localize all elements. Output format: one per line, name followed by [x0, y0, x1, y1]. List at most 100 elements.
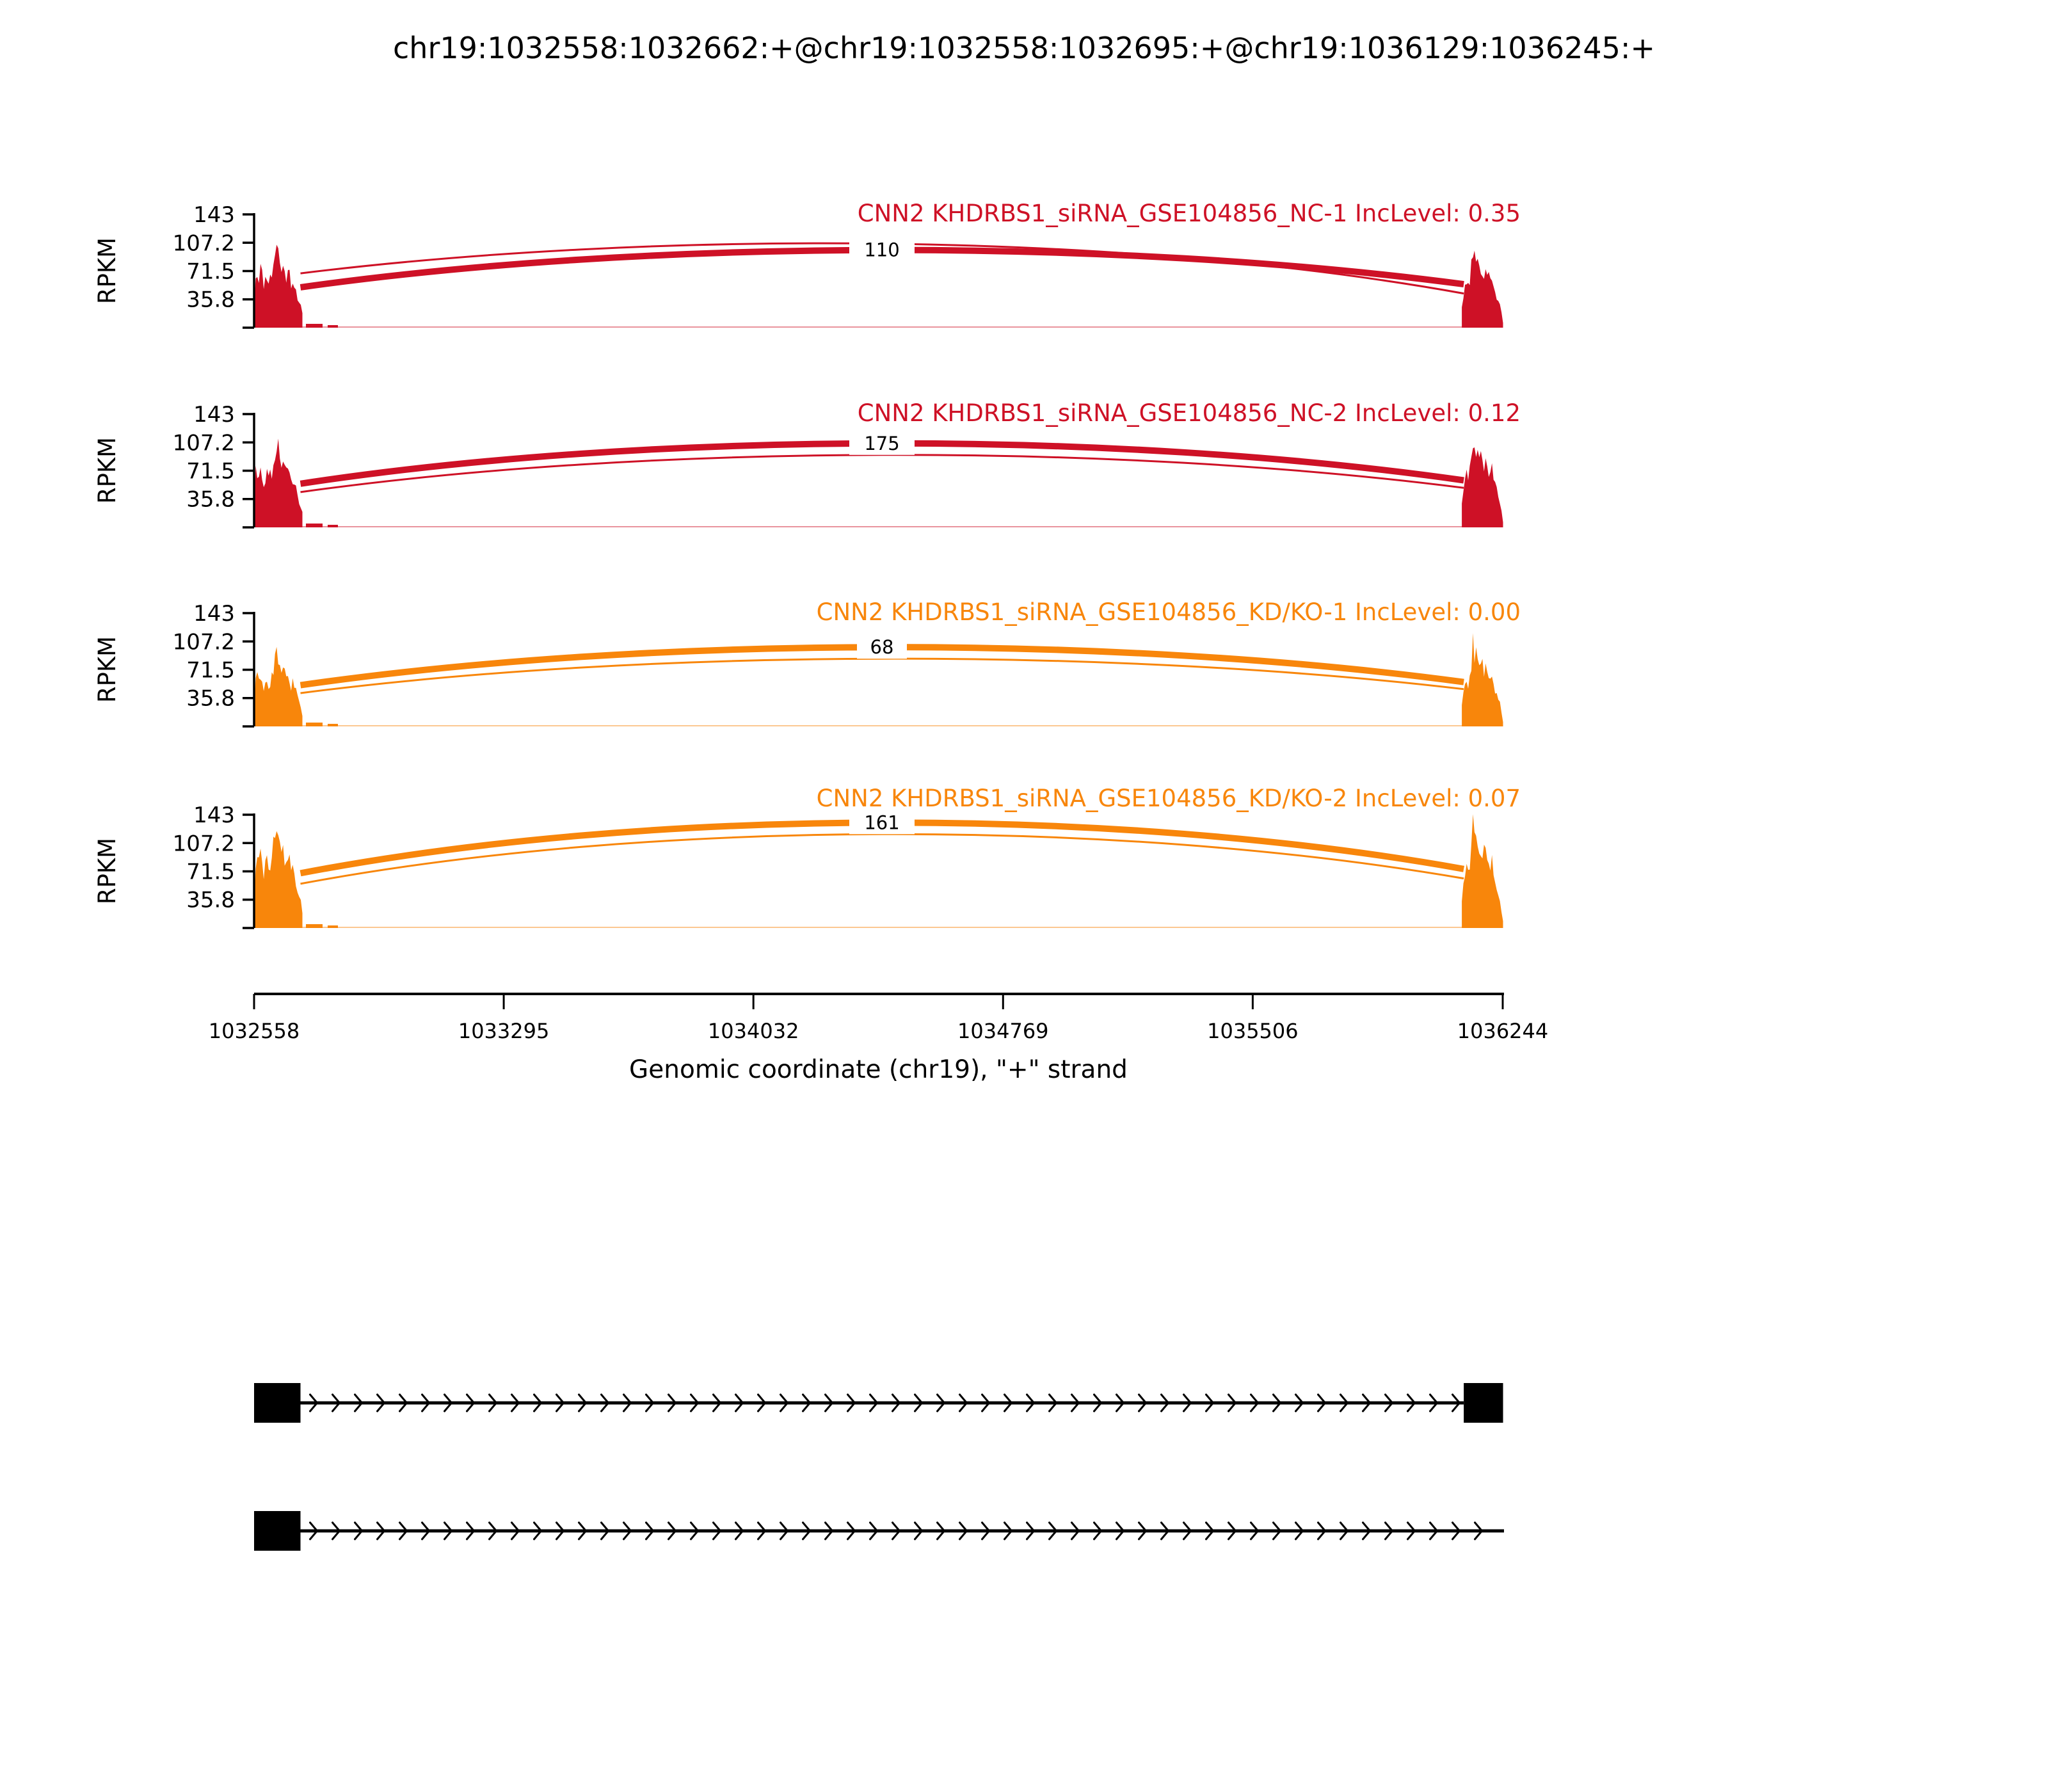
- strand-arrow-icon: [1340, 1393, 1349, 1412]
- y-tick-label: 71.5: [186, 860, 235, 885]
- strand-arrow-icon: [914, 1521, 924, 1540]
- strand-arrow-icon: [1205, 1393, 1215, 1412]
- track-title: CNN2 KHDRBS1_siRNA_GSE104856_NC-2 IncLev…: [858, 399, 1521, 427]
- strand-arrow-icon: [376, 1521, 386, 1540]
- strand-arrow-icon: [645, 1521, 655, 1540]
- intron-coverage-bump: [306, 723, 323, 726]
- page-title: chr19:1032558:1032662:+@chr19:1032558:10…: [393, 31, 1655, 65]
- strand-arrow-icon: [376, 1393, 386, 1412]
- junction-count-label: 175: [864, 433, 899, 454]
- strand-arrow-icon: [914, 1393, 924, 1412]
- strand-arrow-icon: [757, 1393, 767, 1412]
- intron-coverage-bump: [328, 925, 338, 928]
- strand-arrow-icon: [735, 1393, 744, 1412]
- strand-arrow-icon: [1026, 1521, 1036, 1540]
- y-tick-label: 71.5: [186, 459, 235, 484]
- exon-box: [254, 1383, 301, 1423]
- strand-arrow-icon: [892, 1521, 901, 1540]
- strand-arrow-icon: [466, 1393, 476, 1412]
- strand-arrow-icon: [1071, 1393, 1080, 1412]
- strand-arrow-icon: [936, 1521, 946, 1540]
- junction-arc-thin: [300, 833, 1464, 885]
- strand-arrow-icon: [981, 1393, 991, 1412]
- strand-arrow-icon: [399, 1393, 408, 1412]
- strand-arrow-icon: [1138, 1521, 1148, 1540]
- junction-label-gap: [849, 431, 915, 455]
- track-title: CNN2 KHDRBS1_siRNA_GSE104856_KD/KO-1 Inc…: [817, 598, 1521, 626]
- strand-arrow-icon: [354, 1393, 364, 1412]
- strand-arrow-icon: [780, 1393, 789, 1412]
- junction-count-label: 110: [864, 239, 899, 261]
- strand-arrow-icon: [332, 1521, 341, 1540]
- intron-coverage-bump: [306, 924, 323, 928]
- strand-arrow-icon: [1093, 1393, 1103, 1412]
- y-axis-title: RPKM: [93, 237, 121, 304]
- transcript-row-1: [254, 1383, 1503, 1423]
- y-axis-title: RPKM: [93, 636, 121, 703]
- strand-arrow-icon: [824, 1393, 834, 1412]
- strand-arrow-icon: [1317, 1393, 1327, 1412]
- junction-arc-thin: [300, 657, 1464, 694]
- strand-arrow-icon: [600, 1393, 610, 1412]
- strand-arrow-icon: [1384, 1521, 1394, 1540]
- strand-arrow-icon: [578, 1393, 588, 1412]
- strand-arrow-icon: [1160, 1521, 1170, 1540]
- strand-arrow-icon: [959, 1521, 968, 1540]
- intron-coverage-bump: [306, 324, 323, 328]
- strand-arrow-icon: [1004, 1521, 1013, 1540]
- strand-arrow-icon: [1362, 1393, 1372, 1412]
- y-tick-label: 35.8: [186, 686, 235, 712]
- coverage-left-exon: [254, 831, 303, 928]
- strand-arrow-icon: [1295, 1393, 1304, 1412]
- strand-arrow-icon: [690, 1521, 700, 1540]
- strand-arrow-icon: [556, 1393, 565, 1412]
- strand-arrow-icon: [1116, 1393, 1125, 1412]
- strand-arrow-icon: [869, 1393, 879, 1412]
- strand-arrow-icon: [824, 1521, 834, 1540]
- intron-coverage-bump: [328, 724, 338, 726]
- y-tick-label: 143: [193, 803, 235, 828]
- intron-coverage-bump: [328, 325, 338, 328]
- junction-label-gap: [849, 811, 915, 835]
- strand-arrow-icon: [1340, 1521, 1349, 1540]
- y-tick-label: 35.8: [186, 487, 235, 513]
- strand-arrow-icon: [556, 1521, 565, 1540]
- strand-arrow-icon: [1004, 1393, 1013, 1412]
- y-tick-label: 143: [193, 402, 235, 428]
- strand-arrow-icon: [533, 1393, 543, 1412]
- x-tick-label: 1033295: [458, 1019, 550, 1043]
- strand-arrow-icon: [1183, 1393, 1192, 1412]
- strand-arrow-icon: [1250, 1393, 1260, 1412]
- strand-arrow-icon: [892, 1393, 901, 1412]
- strand-arrow-icon: [399, 1521, 408, 1540]
- x-tick-label: 1034769: [957, 1019, 1049, 1043]
- y-tick-label: 35.8: [186, 888, 235, 913]
- coverage-left-exon: [254, 438, 303, 527]
- y-tick-label: 107.2: [173, 430, 235, 456]
- strand-arrow-icon: [332, 1393, 341, 1412]
- x-tick-label: 1035506: [1207, 1019, 1299, 1043]
- strand-arrow-icon: [1160, 1393, 1170, 1412]
- strand-arrow-icon: [802, 1393, 812, 1412]
- junction-count-label: 68: [870, 636, 894, 658]
- strand-arrow-icon: [421, 1521, 431, 1540]
- strand-arrow-icon: [757, 1521, 767, 1540]
- strand-arrow-icon: [309, 1393, 319, 1412]
- x-tick-label: 1032558: [209, 1019, 300, 1043]
- coverage-left-exon: [254, 646, 303, 726]
- strand-arrow-icon: [712, 1521, 722, 1540]
- junction-arc-thin: [300, 454, 1464, 493]
- strand-arrow-icon: [533, 1521, 543, 1540]
- strand-arrow-icon: [668, 1521, 677, 1540]
- y-tick-label: 107.2: [173, 230, 235, 256]
- y-axis-title: RPKM: [93, 838, 121, 904]
- track-title: CNN2 KHDRBS1_siRNA_GSE104856_NC-1 IncLev…: [858, 200, 1521, 227]
- strand-arrow-icon: [466, 1521, 476, 1540]
- strand-arrow-icon: [1183, 1521, 1192, 1540]
- strand-arrow-icon: [1384, 1393, 1394, 1412]
- strand-arrow-icon: [444, 1393, 453, 1412]
